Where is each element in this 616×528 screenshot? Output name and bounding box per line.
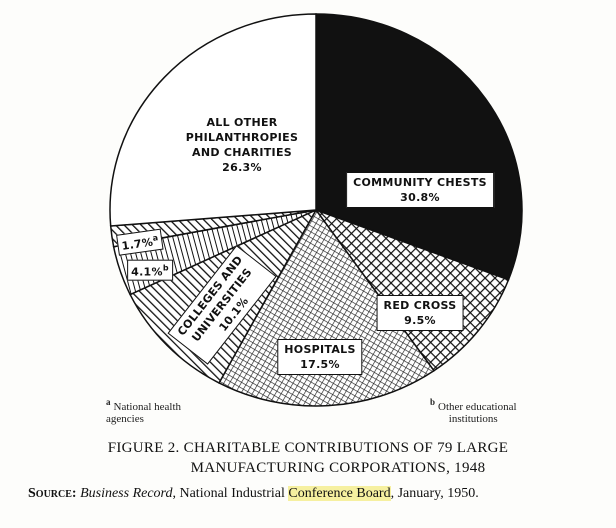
footnote: a National health agencies	[106, 396, 181, 425]
source-highlight: Conference Board	[288, 486, 391, 501]
source-text: , National Industrial	[172, 486, 289, 501]
pie-slice	[315, 13, 523, 281]
slice-label: COMMUNITY CHESTS 30.8%	[346, 172, 494, 208]
value-label: 17.5%	[300, 358, 340, 371]
slice-label: HOSPITALS 17.5%	[277, 339, 363, 375]
source: Source: Business Record, National Indust…	[28, 486, 479, 502]
value-label: 30.8%	[400, 191, 440, 204]
slice-label: ALL OTHER PHILANTHROPIES AND CHARITIES 26…	[186, 115, 298, 175]
value-label: 26.3%	[222, 161, 262, 174]
category-label: RED CROSS	[383, 299, 457, 312]
footnote-marker: b	[430, 397, 436, 407]
category-label: COMMUNITY CHESTS	[353, 176, 487, 189]
slice-label: RED CROSS 9.5%	[376, 295, 464, 331]
category-label: ALL OTHER PHILANTHROPIES AND CHARITIES	[185, 116, 299, 159]
footnote-marker: b	[162, 263, 169, 273]
slice-label: 4.1%b	[127, 259, 173, 281]
value-label: 9.5%	[404, 314, 436, 327]
pie-slice	[217, 208, 435, 407]
footnote-marker: a	[106, 397, 111, 407]
footnote: b Other educational institutions	[430, 396, 517, 425]
category-label: HOSPITALS	[284, 343, 356, 356]
footnote-marker: a	[152, 233, 159, 243]
pie-slice	[109, 13, 317, 227]
caption-title: MANUFACTURING CORPORATIONS, 1948	[190, 460, 486, 476]
source-publication: Business Record	[80, 486, 173, 501]
source-label: Source:	[28, 486, 77, 501]
footnote-text: National health agencies	[106, 400, 182, 425]
caption-title: FIGURE 2. CHARITABLE CONTRIBUTIONS OF 79…	[107, 440, 509, 456]
value-label: 4.1%	[131, 265, 163, 279]
footnote-text: Other educational institutions	[438, 400, 517, 425]
value-label: 1.7%	[120, 235, 155, 253]
source-text: , January, 1950.	[390, 486, 479, 501]
